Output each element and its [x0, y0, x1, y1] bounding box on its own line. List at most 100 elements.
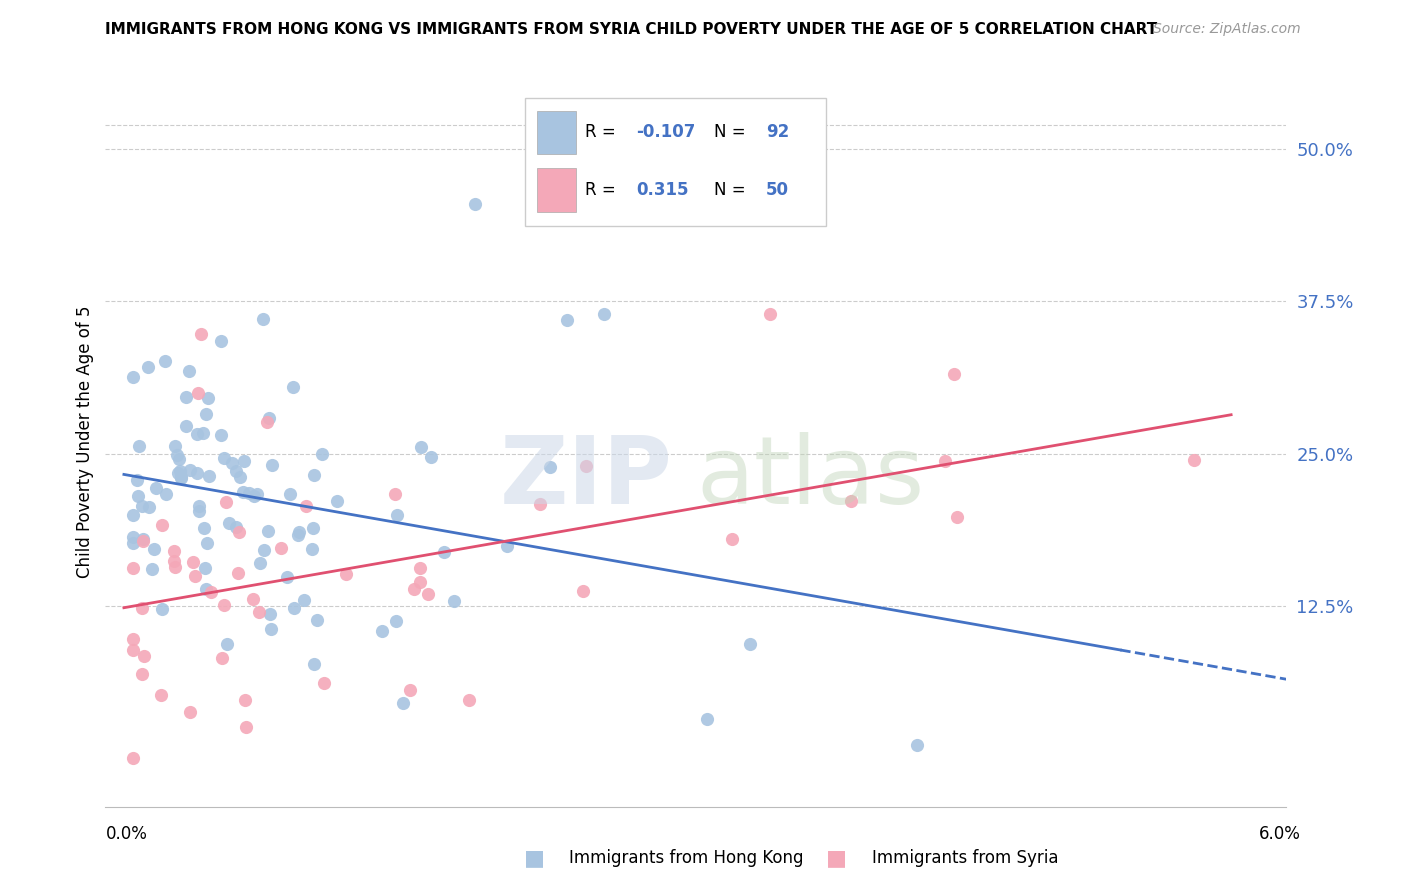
Point — [155, 487, 177, 501]
Point — [166, 448, 188, 462]
Point — [194, 408, 217, 422]
Point — [228, 525, 250, 540]
Point — [292, 593, 315, 607]
Point — [174, 390, 197, 404]
Point — [200, 585, 222, 599]
Point — [125, 473, 148, 487]
Point — [198, 469, 221, 483]
Point — [934, 454, 956, 468]
Point — [163, 560, 186, 574]
Point — [326, 494, 349, 508]
Point — [191, 425, 214, 440]
Text: Source: ZipAtlas.com: Source: ZipAtlas.com — [1153, 22, 1301, 37]
Point — [257, 411, 280, 425]
Point — [122, 751, 145, 765]
Point — [409, 440, 432, 454]
Point — [122, 643, 145, 657]
Point — [214, 451, 236, 466]
Point — [194, 582, 217, 596]
Point — [209, 334, 232, 348]
Point — [183, 555, 205, 569]
Point — [385, 615, 408, 629]
Point — [738, 637, 761, 651]
Point — [163, 544, 186, 558]
Point — [443, 593, 465, 607]
Point — [209, 427, 232, 442]
Point — [905, 739, 928, 753]
Point — [165, 440, 187, 454]
Point — [131, 600, 153, 615]
Point — [945, 510, 967, 524]
Text: 0.0%: 0.0% — [105, 825, 148, 843]
Point — [538, 459, 561, 474]
Point — [169, 464, 191, 478]
Point — [215, 637, 238, 651]
Point — [122, 508, 145, 522]
Point — [132, 648, 155, 663]
Point — [409, 574, 432, 589]
Point — [759, 307, 782, 321]
Point — [150, 602, 173, 616]
Point — [399, 682, 422, 697]
Point — [127, 489, 149, 503]
Point — [270, 541, 292, 555]
Point — [246, 487, 269, 501]
Point — [186, 426, 208, 441]
Point — [170, 470, 193, 484]
Point — [278, 487, 301, 501]
Point — [302, 521, 325, 535]
Point — [721, 533, 744, 547]
Point — [179, 364, 201, 378]
Point — [575, 458, 598, 473]
Text: Immigrants from Hong Kong: Immigrants from Hong Kong — [569, 849, 804, 867]
Point — [225, 464, 247, 478]
Point — [281, 380, 304, 394]
Point — [194, 560, 217, 574]
Point — [145, 481, 167, 495]
Point — [943, 368, 966, 382]
Text: ■: ■ — [524, 848, 544, 868]
Point — [312, 676, 335, 690]
Point — [371, 624, 394, 639]
Point — [211, 651, 233, 665]
Point — [839, 494, 862, 508]
Point — [235, 720, 257, 734]
Point — [433, 545, 456, 559]
Point — [167, 451, 190, 466]
Point — [1182, 453, 1205, 467]
Point — [592, 307, 614, 321]
Point — [225, 520, 247, 534]
Point — [138, 500, 160, 515]
Point — [257, 524, 280, 538]
Point — [138, 360, 160, 375]
Point — [252, 311, 274, 326]
Point — [187, 503, 209, 517]
Point — [141, 562, 163, 576]
Point — [131, 500, 153, 514]
Point — [247, 605, 270, 619]
Point — [287, 528, 309, 542]
Point — [262, 458, 284, 472]
Point — [218, 516, 240, 530]
Point — [409, 561, 432, 575]
Text: 6.0%: 6.0% — [1258, 825, 1301, 843]
Point — [311, 447, 333, 461]
Point — [193, 521, 215, 535]
Point — [243, 489, 266, 503]
Point — [420, 450, 443, 464]
Point — [232, 484, 254, 499]
Point — [153, 354, 176, 368]
Point — [249, 556, 271, 570]
Point — [122, 632, 145, 646]
Point — [184, 569, 207, 583]
Point — [169, 471, 191, 485]
Point — [418, 587, 440, 601]
Point — [260, 622, 283, 636]
Point — [283, 601, 305, 615]
Point — [302, 467, 325, 482]
Point — [294, 499, 316, 513]
Point — [131, 667, 153, 681]
Point — [179, 705, 201, 719]
Point — [221, 456, 243, 470]
Point — [142, 542, 165, 557]
